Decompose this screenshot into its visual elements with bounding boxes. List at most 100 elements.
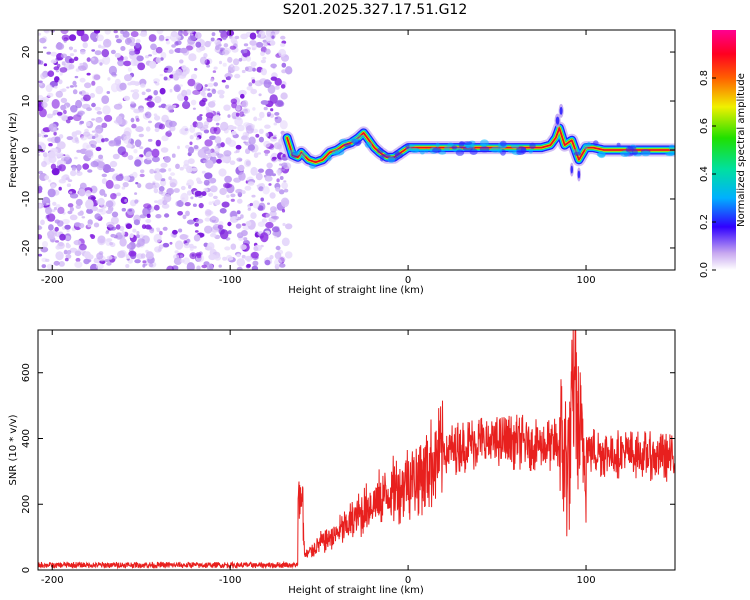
noise-blob <box>168 49 174 54</box>
noise-blob <box>59 67 68 73</box>
noise-blob <box>105 230 110 233</box>
noise-blob <box>113 30 118 34</box>
noise-blob <box>86 144 92 149</box>
noise-blob <box>38 170 43 175</box>
noise-blob <box>42 152 48 158</box>
noise-blob <box>69 206 74 212</box>
noise-blob <box>76 30 85 37</box>
noise-blob <box>38 153 41 157</box>
noise-blob <box>133 219 140 226</box>
noise-blob <box>67 203 74 208</box>
noise-blob <box>206 242 215 251</box>
trace-blotch <box>480 143 487 147</box>
noise-blob <box>218 221 224 226</box>
noise-blob <box>258 168 264 173</box>
spectrogram-ytick-label: 0 <box>21 147 32 153</box>
noise-blob <box>145 182 154 190</box>
noise-blob <box>225 137 232 145</box>
noise-blob <box>153 188 159 194</box>
noise-blob <box>48 224 54 231</box>
noise-blob <box>159 123 165 130</box>
noise-blob <box>130 30 139 38</box>
noise-blob <box>123 95 130 101</box>
noise-blob <box>252 260 259 267</box>
noise-blob <box>101 122 108 128</box>
noise-blob <box>185 210 190 217</box>
noise-blob <box>162 242 170 248</box>
noise-blob <box>92 37 98 42</box>
noise-blob <box>193 145 199 150</box>
noise-blob <box>278 189 285 195</box>
noise-blob <box>69 247 78 253</box>
noise-blob <box>163 156 171 163</box>
noise-blob <box>77 65 87 71</box>
noise-blob <box>84 251 91 259</box>
snr-xlabel: Height of straight line (km) <box>288 585 424 596</box>
noise-blob <box>195 218 204 224</box>
noise-blob <box>262 56 267 60</box>
noise-blob <box>223 104 231 111</box>
noise-blob <box>95 263 104 270</box>
noise-blob <box>80 136 88 141</box>
noise-blob <box>75 257 81 262</box>
noise-blob <box>218 264 222 268</box>
noise-blob <box>110 49 116 55</box>
noise-blob <box>69 193 79 199</box>
noise-blob <box>238 158 243 162</box>
noise-blob <box>87 223 92 228</box>
noise-blob <box>48 143 53 147</box>
noise-blob <box>38 80 43 84</box>
noise-blob <box>208 192 214 197</box>
noise-blob <box>38 59 42 65</box>
noise-blob <box>161 203 170 209</box>
noise-blob <box>186 219 195 225</box>
noise-blob <box>79 182 87 190</box>
noise-blob <box>110 233 116 238</box>
noise-blob <box>173 84 181 93</box>
trace-blotch <box>490 146 501 153</box>
noise-blob <box>243 237 248 241</box>
noise-blob <box>284 251 293 259</box>
noise-blob <box>159 87 166 95</box>
noise-blob <box>204 225 213 234</box>
noise-blob <box>72 80 77 86</box>
noise-blob <box>250 61 257 67</box>
noise-blob <box>81 216 86 219</box>
noise-blob <box>227 221 232 227</box>
noise-blob <box>226 194 230 198</box>
noise-blob <box>69 214 78 221</box>
noise-blob <box>135 38 141 44</box>
trace-spike-core <box>559 106 563 115</box>
noise-blob <box>126 143 133 149</box>
noise-blob <box>194 32 202 39</box>
noise-blob <box>146 213 151 218</box>
noise-blob <box>117 59 125 67</box>
noise-blob <box>194 222 199 227</box>
noise-blob <box>237 198 243 204</box>
trace-blotch <box>455 149 465 156</box>
noise-blob <box>192 203 197 207</box>
noise-blob <box>141 91 146 96</box>
noise-blob <box>273 134 277 137</box>
noise-blob <box>255 41 264 48</box>
noise-blob <box>208 177 217 184</box>
noise-blob <box>233 58 240 66</box>
noise-blob <box>186 262 195 270</box>
noise-blob <box>47 70 55 77</box>
noise-blob <box>57 206 65 214</box>
spectrogram-ytick-label: 20 <box>21 46 32 59</box>
noise-blob <box>99 208 107 215</box>
noise-blob <box>98 44 102 49</box>
trace-blotch <box>405 143 410 150</box>
noise-blob <box>147 138 153 142</box>
noise-blob <box>231 102 238 109</box>
noise-blob <box>272 156 277 160</box>
trace-blotch <box>508 149 517 154</box>
noise-blob <box>103 193 107 197</box>
noise-blob <box>226 75 232 81</box>
noise-blob <box>103 38 112 48</box>
noise-blob <box>61 218 70 225</box>
noise-blob <box>81 103 91 109</box>
noise-blob <box>256 184 260 187</box>
noise-blob <box>54 136 61 144</box>
